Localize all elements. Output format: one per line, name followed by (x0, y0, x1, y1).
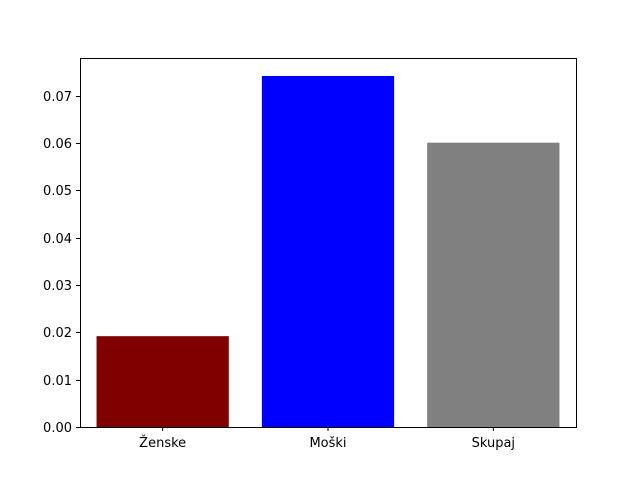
y-tick-label: 0.00 (43, 421, 72, 436)
x-tick-label: Ženske (139, 435, 186, 451)
x-axis: Ženske Moški Skupaj (139, 427, 515, 451)
y-tick-label: 0.06 (43, 137, 72, 152)
plot-frame (80, 58, 577, 428)
x-tick-label: Skupaj (472, 436, 515, 451)
y-tick-label: 0.03 (43, 279, 72, 294)
bar-group (96, 75, 560, 427)
y-tick-label: 0.02 (43, 326, 72, 341)
y-tick-label: 0.07 (43, 90, 72, 105)
y-tick-label: 0.04 (43, 232, 72, 247)
y-tick-label: 0.05 (43, 184, 72, 199)
bar-3 (427, 142, 560, 427)
y-axis: 0.00 0.01 0.02 0.03 0.04 0.05 0.06 0.07 (43, 90, 80, 436)
bar-1 (96, 336, 229, 427)
bar-2 (261, 75, 395, 427)
x-tick-label: Moški (309, 436, 346, 451)
y-tick-label: 0.01 (43, 374, 72, 389)
